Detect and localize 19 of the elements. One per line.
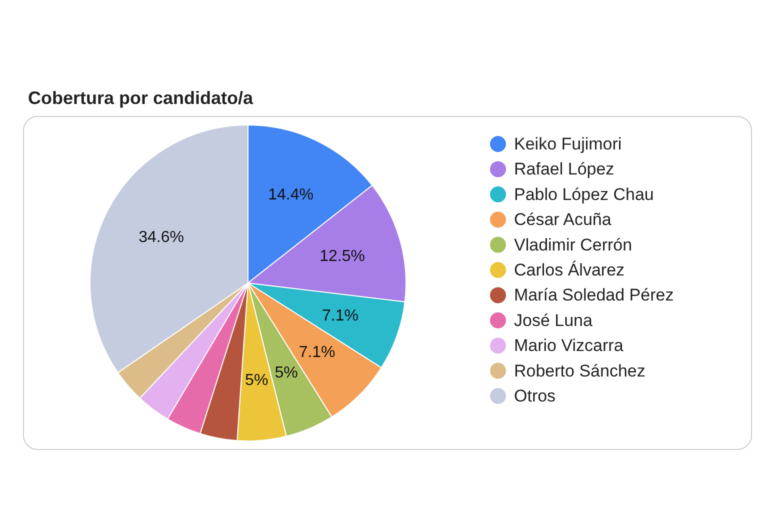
data-label: 7.1%	[298, 344, 336, 361]
legend-label: Mario Vizcarra	[514, 336, 624, 356]
data-label: 7.1%	[322, 307, 359, 324]
legend-label: José Luna	[514, 310, 593, 330]
legend-label: Vladimir Cerrón	[514, 235, 632, 254]
legend-label: María Soledad Pérez	[514, 286, 674, 305]
data-label: 12.5%	[320, 248, 366, 266]
legend-label: Keiko Fujimori	[514, 134, 622, 154]
data-label: 5%	[274, 364, 298, 382]
chart-title: Cobertura por candidato/a	[28, 88, 254, 108]
legend-label: César Acuña	[514, 210, 612, 230]
legend-label: Carlos Álvarez	[514, 260, 625, 280]
data-label: 5%	[245, 372, 268, 390]
data-label: 34.6%	[138, 228, 184, 246]
legend-label: Rafael López	[514, 160, 614, 179]
data-label: 14.4%	[268, 186, 314, 204]
legend-label: Roberto Sánchez	[514, 361, 646, 380]
legend-label: Otros	[514, 386, 556, 406]
legend-label: Pablo López Chau	[514, 184, 654, 204]
